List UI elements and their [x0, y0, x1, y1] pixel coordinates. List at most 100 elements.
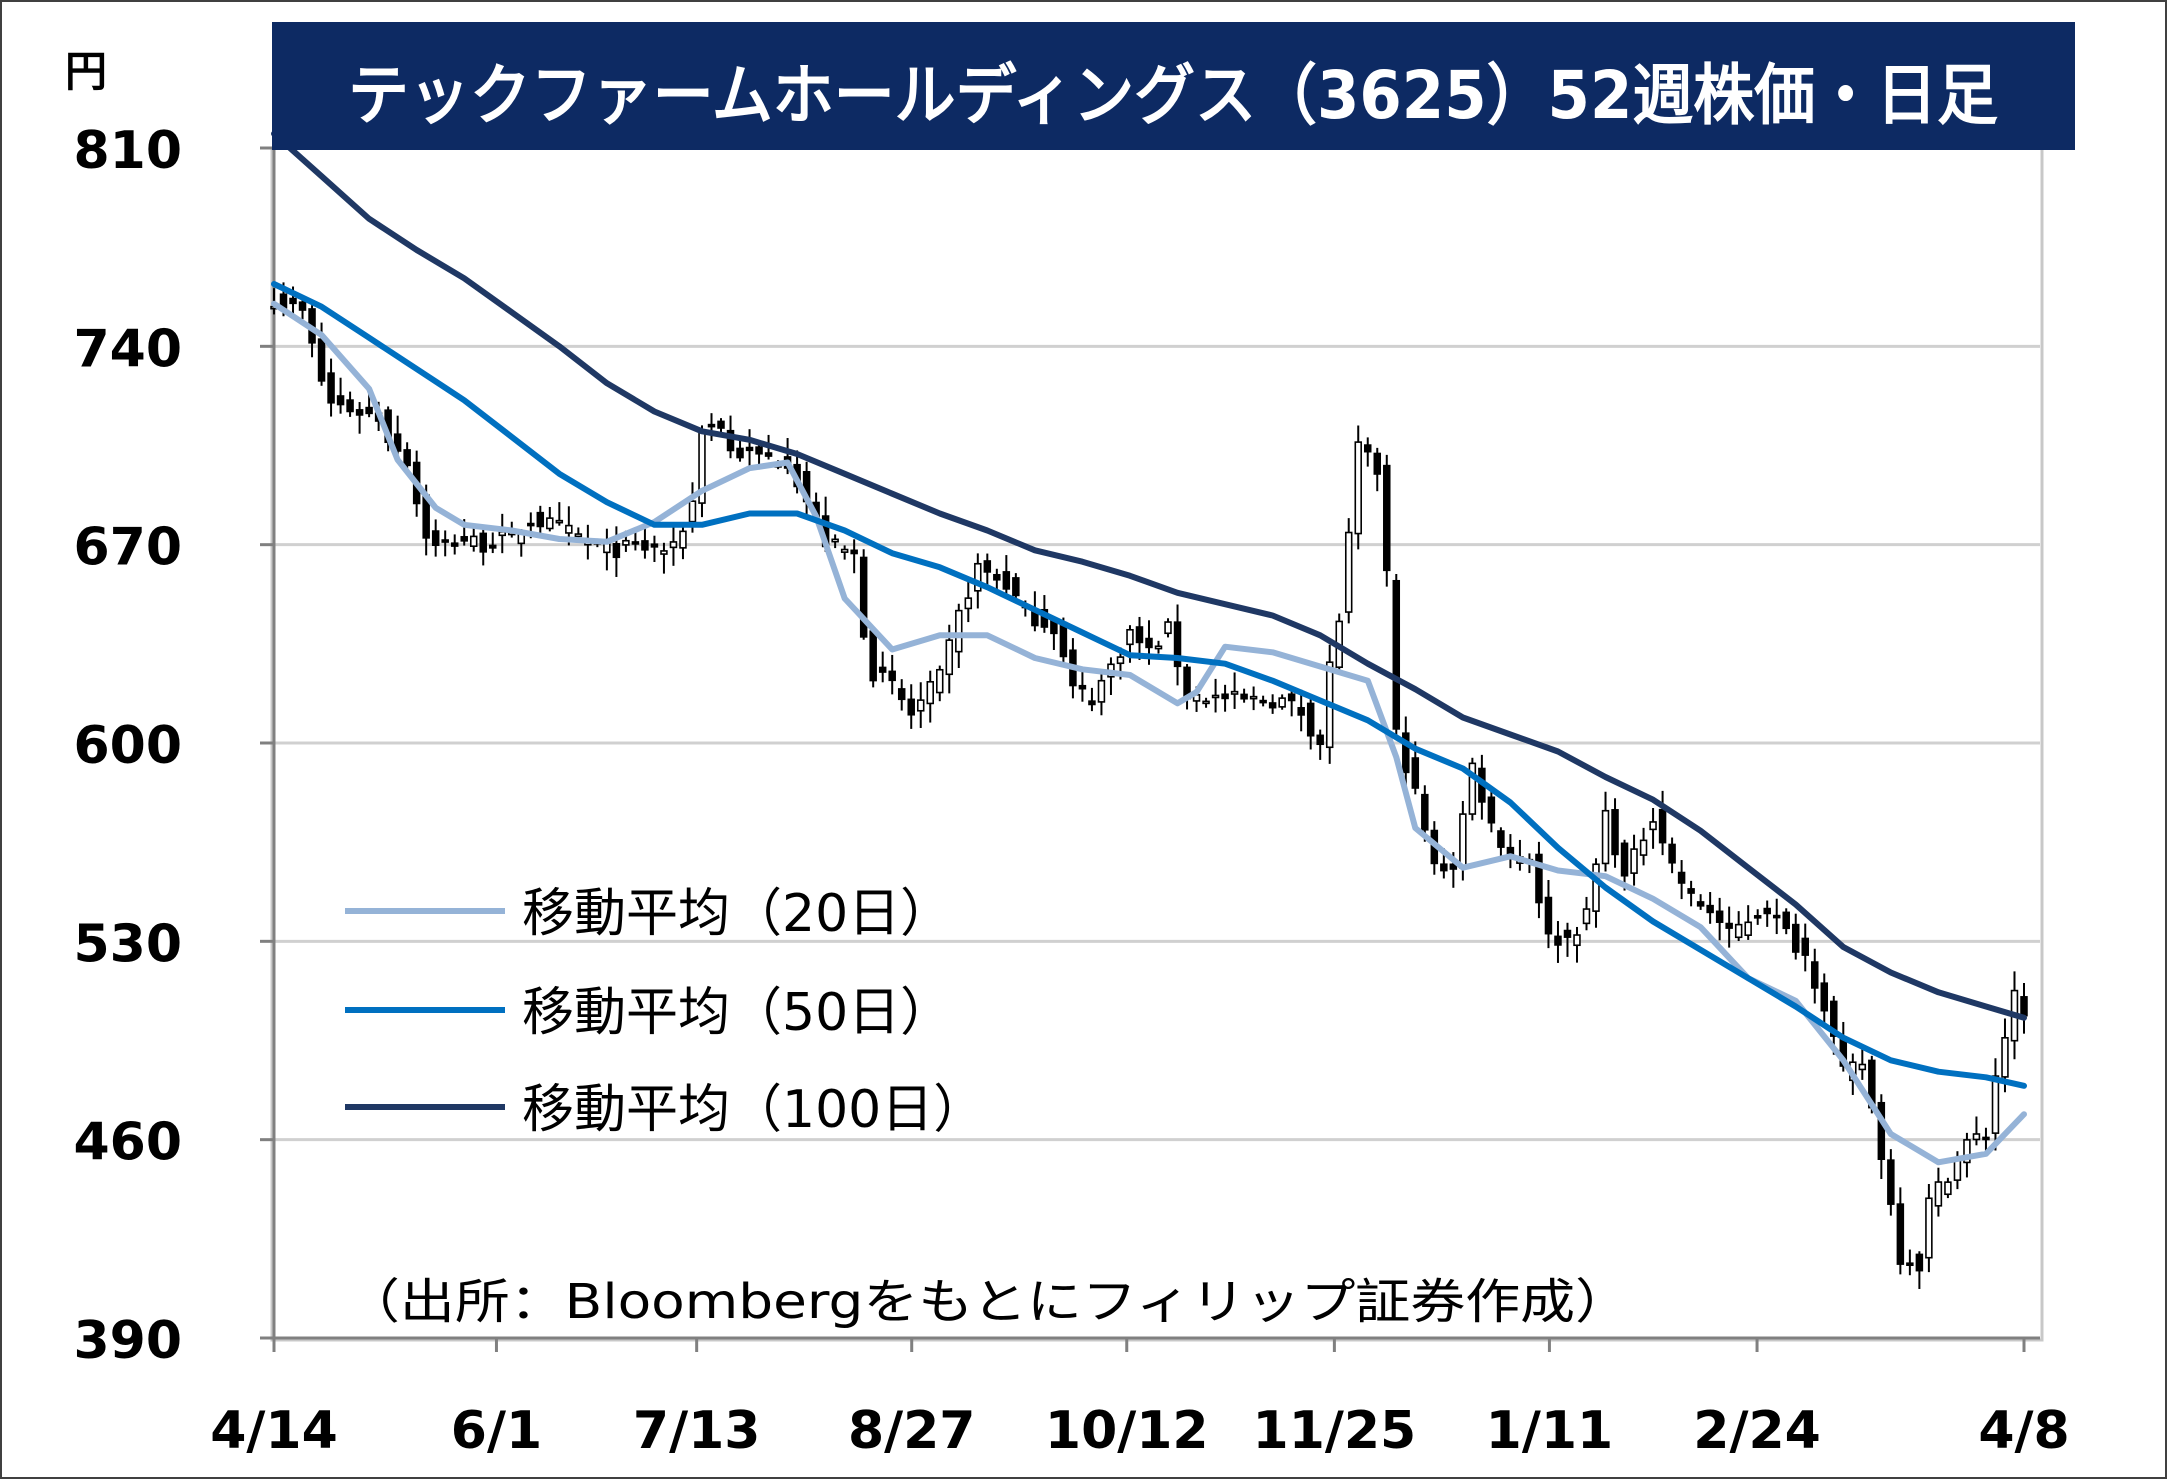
y-unit-label: 円	[65, 47, 107, 96]
x-tick-label: 4/14	[210, 1401, 338, 1461]
candle-body	[1915, 1253, 1924, 1272]
candle-body	[450, 542, 459, 547]
candle-body	[1982, 1136, 1990, 1141]
y-tick-label: 530	[73, 914, 182, 974]
x-tick-label: 4/8	[1978, 1401, 2069, 1461]
candle-body	[1088, 700, 1096, 706]
y-tick-label: 810	[73, 121, 182, 181]
candle-body	[1582, 908, 1591, 925]
candle-body	[1991, 1075, 2000, 1134]
candle-body	[1211, 694, 1220, 699]
legend-label-ma50: 移動平均（50日）	[522, 983, 952, 1043]
candle-body	[974, 562, 982, 592]
candle-body	[1097, 679, 1106, 703]
candle-body	[926, 681, 934, 705]
candle-body	[688, 500, 697, 523]
candle-body	[1221, 693, 1229, 700]
y-tick-label: 390	[73, 1311, 182, 1371]
candle-body	[1240, 693, 1248, 700]
candle-body	[393, 433, 402, 452]
candle-body	[717, 420, 725, 429]
candle-body	[1734, 923, 1743, 939]
candle-body	[336, 395, 345, 406]
candle-body	[1468, 762, 1477, 815]
candle-body	[2001, 1037, 2009, 1078]
candle-body	[1887, 1159, 1895, 1205]
candle-body	[355, 409, 364, 416]
candle-body	[1316, 734, 1324, 746]
candle-body	[1801, 937, 1809, 956]
candle-body	[1078, 684, 1087, 690]
candle-body	[745, 446, 754, 452]
candle-body	[993, 573, 1001, 581]
candle-body	[289, 297, 297, 305]
ma-line-ma50	[271, 281, 2027, 1089]
x-tick-label: 6/1	[451, 1401, 542, 1461]
candle-body	[1249, 695, 1258, 700]
candle-body	[1440, 863, 1448, 872]
candle-body	[859, 556, 868, 638]
candle-body	[840, 548, 849, 553]
candle-body	[1012, 577, 1020, 597]
x-tick-label: 7/13	[633, 1401, 761, 1461]
candle-body	[1715, 910, 1724, 923]
candle-body	[555, 519, 564, 524]
candle-body	[1287, 693, 1296, 702]
candle-body	[1383, 464, 1391, 572]
y-tick-label: 460	[73, 1113, 182, 1173]
candle-body	[1925, 1197, 1933, 1259]
moving-average-lines	[271, 130, 2027, 1166]
candle-body	[1145, 637, 1153, 649]
candle-body	[755, 446, 763, 455]
candle-body	[1906, 1262, 1914, 1266]
ma-line-ma20	[271, 300, 2027, 1166]
candle-body	[897, 688, 906, 701]
candle-body	[317, 338, 326, 382]
candle-body	[660, 550, 668, 555]
candle-body	[907, 698, 915, 716]
candle-body	[1154, 645, 1163, 650]
candle-body	[1268, 702, 1277, 709]
y-tick-label: 740	[73, 319, 182, 379]
candle-body	[2020, 996, 2028, 1017]
candle-body	[936, 668, 944, 694]
title-banner	[272, 22, 2075, 150]
candle-body	[460, 536, 468, 542]
candle-body	[878, 666, 887, 673]
tick-labels: 810 740 670 600 530 460 390 4/14 6/1 7/13 8/27 10/1…	[73, 121, 2069, 1461]
candle-body	[1630, 848, 1638, 874]
candle-body	[1592, 863, 1600, 912]
candle-body	[346, 399, 354, 413]
candle-body	[536, 511, 545, 528]
y-tick-label: 600	[73, 716, 182, 776]
legend: 移動平均（20日） 移動平均（50日） 移動平均（100日）	[345, 884, 985, 1140]
chart-title: テックファームホールディングス（3625）52週株価・日足	[348, 57, 1998, 134]
candle-body	[1934, 1181, 1943, 1207]
candle-body	[1278, 697, 1286, 708]
candle-body	[1649, 821, 1657, 831]
source-note: （出所：Bloombergをもとにフィリップ証券作成）	[345, 1274, 1630, 1330]
candle-body	[1230, 690, 1239, 695]
candle-body	[1544, 896, 1553, 935]
candle-body	[650, 543, 659, 548]
candle-body	[1858, 1063, 1867, 1071]
candle-body	[1373, 452, 1382, 475]
candle-body	[527, 522, 535, 527]
candle-body	[1772, 914, 1781, 919]
candle-body	[1364, 444, 1372, 453]
candle-body	[1402, 732, 1410, 774]
candle-body	[1259, 699, 1267, 704]
candle-body	[1763, 907, 1771, 915]
candle-body	[612, 543, 621, 559]
candle-body	[888, 670, 896, 682]
candle-body	[1459, 813, 1467, 869]
y-tick-label: 670	[73, 518, 182, 578]
candle-body	[1620, 842, 1629, 877]
candle-body	[1601, 809, 1610, 865]
candle-body	[431, 530, 440, 547]
candle-body	[1202, 700, 1210, 705]
candle-body	[1573, 934, 1581, 947]
axes	[260, 146, 2040, 1352]
